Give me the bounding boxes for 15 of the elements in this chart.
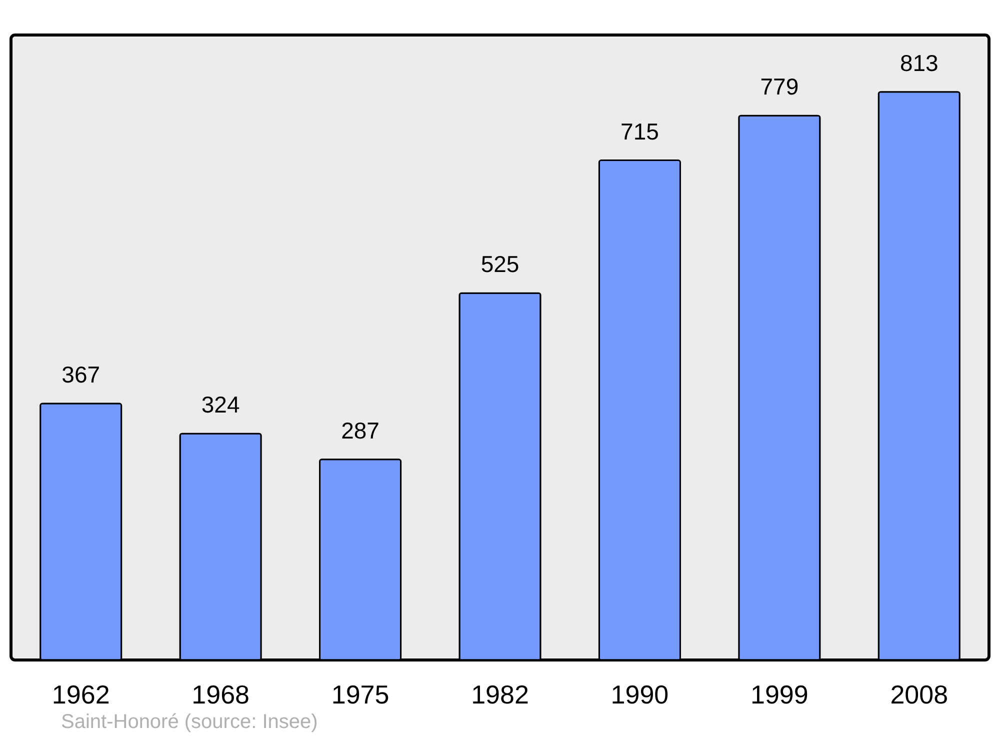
- x-tick-label: 1990: [610, 680, 669, 710]
- x-tick-label: 1975: [331, 680, 390, 710]
- x-tick-label: 1999: [750, 680, 808, 710]
- data-label: 367: [62, 362, 100, 388]
- x-tick-label: 1968: [192, 680, 250, 710]
- data-label: 324: [201, 392, 240, 418]
- data-label: 715: [620, 118, 659, 144]
- data-label: 813: [900, 50, 938, 76]
- data-label: 525: [480, 251, 520, 278]
- x-tick-label: 2008: [890, 680, 948, 710]
- text: Saint-Honoré (source: Insee): [61, 711, 318, 733]
- data-label: 779: [760, 74, 799, 100]
- x-tick-label: 1982: [471, 680, 529, 710]
- data-label: 287: [341, 417, 380, 444]
- x-tick-label: 1962: [52, 680, 110, 710]
